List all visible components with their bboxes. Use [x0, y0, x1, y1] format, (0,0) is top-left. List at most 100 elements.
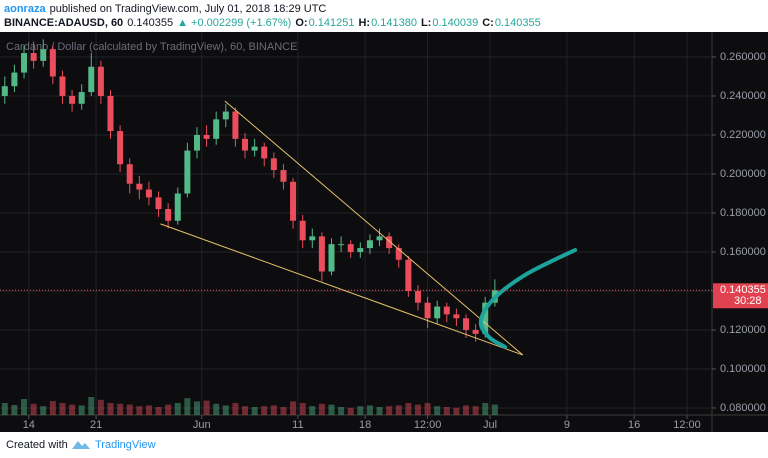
ohlc-label: O: — [295, 17, 307, 29]
y-tick-label: 0.080000 — [720, 402, 766, 414]
published: published on TradingView.com, July 01, 2… — [50, 3, 327, 15]
candle-body — [203, 134, 210, 139]
volume-bar — [232, 403, 239, 415]
candle-body — [40, 49, 47, 61]
candle-body — [184, 150, 191, 194]
volume-bar — [107, 403, 114, 415]
x-tick-label: 11 — [292, 419, 303, 431]
candle-body — [414, 290, 421, 303]
candle-body — [405, 259, 412, 291]
candle-body — [472, 329, 479, 334]
volume-bar — [69, 404, 76, 415]
last-price-label: 0.140355 — [720, 284, 766, 296]
ohlc-value: 0.140039 — [432, 17, 478, 29]
candle-body — [261, 146, 268, 159]
chart-bg — [0, 32, 768, 432]
candle-body — [376, 236, 383, 241]
footer-brand[interactable]: TradingView — [95, 439, 156, 451]
candle-body — [309, 236, 316, 241]
candle-body — [21, 53, 28, 73]
volume-bar — [1, 403, 8, 415]
footer-bg — [0, 432, 768, 458]
candle-body — [434, 306, 441, 319]
candle-body — [424, 302, 431, 319]
volume-bar — [242, 406, 249, 415]
volume-bar — [30, 403, 37, 415]
candle-body — [386, 236, 393, 249]
subtitle: Cardano / Dollar (calculated by TradingV… — [6, 41, 297, 53]
volume-bar — [299, 403, 306, 415]
volume-bar — [155, 407, 162, 415]
y-tick-label: 0.220000 — [720, 129, 766, 141]
candle-body — [59, 76, 66, 96]
volume-bar — [443, 407, 450, 415]
trend-line — [224, 100, 524, 356]
plot: Cardano / Dollar (calculated by TradingV… — [0, 32, 712, 415]
volume-bar — [309, 406, 316, 415]
x-tick-label: Jul — [483, 419, 497, 431]
volume-bar — [203, 400, 210, 415]
y-tick-label: 0.200000 — [720, 168, 766, 180]
volume-bar — [251, 407, 258, 415]
candle-body — [482, 302, 489, 334]
footer: Created with TradingView — [6, 439, 156, 451]
footer-text: Created with — [6, 439, 68, 451]
volume-bar — [261, 406, 268, 415]
candle-body — [328, 244, 335, 272]
candle-body — [463, 318, 470, 330]
volume-bar — [376, 407, 383, 415]
change: ▲ +0.002299 (+1.67%) — [177, 17, 291, 29]
volume-bar — [328, 404, 335, 415]
candle-body — [251, 146, 258, 151]
x-tick-label: 14 — [23, 419, 35, 431]
volume-bar — [270, 405, 277, 415]
volume-bar — [222, 405, 229, 415]
volume-bar — [165, 404, 172, 415]
y-tick-label: 0.160000 — [720, 246, 766, 258]
symbol: BINANCE:ADAUSD, 60 — [4, 17, 123, 29]
candle-body — [242, 138, 249, 151]
candle-body — [30, 53, 37, 61]
last-price: 0.140355 — [127, 17, 173, 29]
y-tick-label: 0.180000 — [720, 207, 766, 219]
volume-bar — [11, 405, 18, 415]
volume-bar — [97, 399, 104, 415]
trend-line — [160, 223, 523, 356]
last-price-box — [713, 283, 768, 309]
volume-bar — [40, 406, 47, 415]
volume-bar — [59, 403, 66, 415]
x-tick-label: 21 — [90, 419, 102, 431]
x-tick-label: 12:00 — [414, 419, 442, 431]
candle-body — [97, 66, 104, 96]
volume-bar — [491, 404, 498, 415]
volume-bar — [117, 403, 124, 415]
projection-curve — [478, 248, 578, 349]
candle-body — [155, 197, 162, 210]
volume-bar — [357, 406, 364, 415]
candle-body — [49, 49, 56, 77]
candle-body — [213, 119, 220, 139]
volume-bar — [21, 399, 28, 415]
x-tick-label: Jun — [193, 419, 211, 431]
candle-body — [347, 244, 354, 252]
x-tick-label: 12:00 — [673, 419, 701, 431]
countdown: 30:28 — [734, 295, 762, 307]
y-tick-label: 0.100000 — [720, 363, 766, 375]
candle-body — [338, 244, 345, 246]
candle-body — [126, 164, 133, 184]
candle-body — [117, 131, 124, 165]
volume-bar — [290, 401, 297, 415]
volume-bar — [213, 403, 220, 415]
candle-body — [174, 193, 181, 221]
candle-body — [145, 189, 152, 198]
candle-body — [232, 111, 239, 139]
volume-bar — [78, 405, 85, 415]
candle-body — [165, 209, 172, 221]
x-tick-label: 9 — [564, 419, 570, 431]
volume-bar — [174, 403, 181, 415]
ohlc-value: 0.140355 — [495, 17, 541, 29]
candle-body — [222, 111, 229, 120]
candle-body — [443, 306, 450, 315]
volume-bar — [145, 405, 152, 415]
candle-body — [69, 95, 76, 104]
